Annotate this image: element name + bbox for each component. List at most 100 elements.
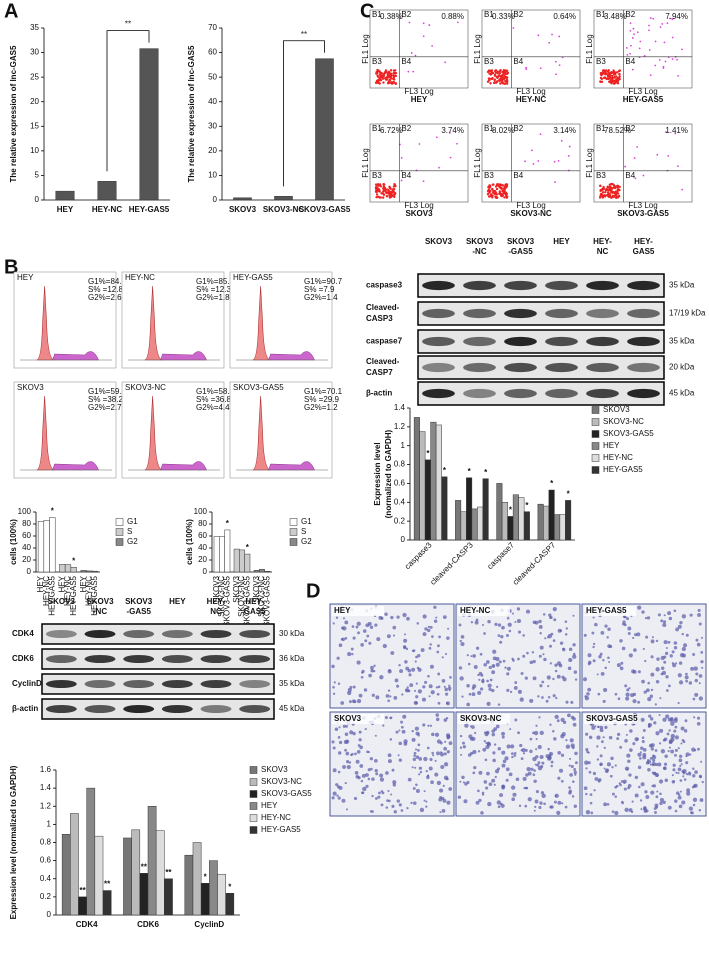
cell [631,800,634,803]
phase-stat: S% =12.3 [196,285,231,294]
quadrant-pct: 0.64% [553,12,576,21]
cell [499,802,503,806]
cell [538,805,542,809]
band [200,630,232,638]
event [388,196,392,199]
cell [413,754,416,757]
cell [649,756,653,760]
cell [439,811,442,814]
event [631,37,634,39]
phase-stat: G2%=2.6 [88,293,122,302]
cell [361,791,365,795]
cell [669,654,673,658]
cell [435,713,440,717]
event [611,79,614,82]
cell [691,785,695,789]
cell [331,740,335,744]
cell [492,665,495,668]
cell [521,747,526,753]
cell [480,811,484,815]
band [239,630,271,638]
phase-stat: G2%=1.4 [304,293,338,302]
event [379,185,383,188]
cell [570,743,575,748]
cell [541,793,546,799]
cell [539,645,544,650]
cell [431,732,435,737]
cell [401,693,404,696]
event [681,188,684,191]
label-bg [332,606,384,616]
cell [569,773,573,777]
cell [600,672,605,676]
cell [627,632,631,635]
blot-frame [417,273,665,298]
event [492,183,495,186]
cell [439,741,443,745]
cell [497,747,501,751]
cell [619,745,623,749]
lane-label: HEY- [245,597,264,606]
y-axis-label: FL1 Log [361,148,370,177]
cell [592,771,597,776]
cell [486,701,491,706]
cell [663,614,666,617]
y-axis-label: Expression level (normalized to GAPDH) [9,765,18,919]
cell [484,731,489,737]
cell [475,800,480,805]
event [496,70,500,73]
cell [370,669,374,673]
cell [336,794,339,797]
lane-label: SKOV3 [86,597,114,606]
event [495,193,499,196]
cell [415,748,418,751]
cell [674,735,679,740]
row-label: caspase7 [366,337,403,346]
cell [379,777,385,782]
cell [356,660,361,665]
cell [472,654,476,658]
x-tick-label: SKOV3-NC [263,205,305,214]
event [389,69,393,72]
cell [655,680,660,684]
event [666,22,669,24]
cell [677,701,680,705]
cell [697,608,701,612]
cell [679,652,685,658]
cell [390,793,393,796]
cell [467,662,471,666]
cell [583,633,587,637]
cell [556,674,561,679]
cell [390,615,394,620]
s-phase [160,461,207,471]
cell [426,746,430,750]
cell [640,746,644,750]
event [661,23,664,25]
cell [547,633,553,639]
cell [682,768,687,774]
cell [332,622,335,625]
y-tick-label: 0.2 [40,892,52,901]
event [502,82,505,85]
bar [501,502,508,541]
cell [391,804,395,808]
cell [584,760,589,765]
cell [689,753,692,756]
cell [400,720,404,724]
cell [671,774,674,777]
cell [548,613,552,617]
event [499,77,502,81]
cell [668,739,673,744]
quadrant: B2 [625,10,635,19]
cell [471,692,476,697]
lane-label: NC [210,607,222,616]
cell [643,807,647,811]
cell [412,801,417,805]
cell [367,768,371,772]
event [374,185,378,189]
cell [573,670,578,674]
cell [655,731,660,736]
legend-label: HEY-GAS5 [603,465,643,474]
event [636,31,639,34]
phase-stat: S% =29.9 [304,395,339,404]
